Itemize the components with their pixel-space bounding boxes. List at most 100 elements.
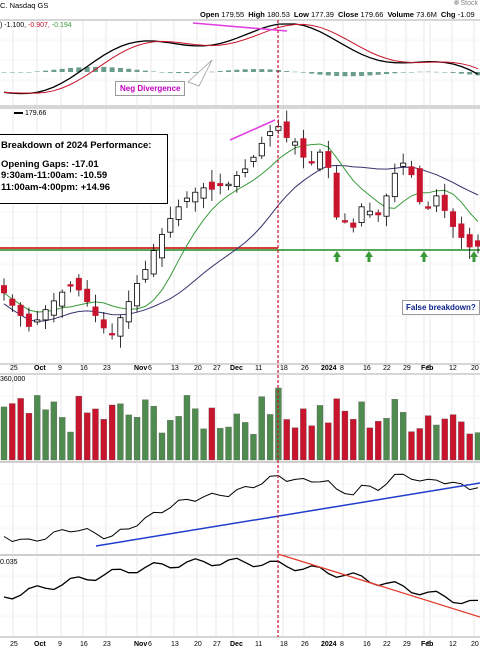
x-tick-label: 6 xyxy=(148,365,152,372)
x-tick-label: 20 xyxy=(194,365,202,372)
histogram-bar xyxy=(226,70,232,72)
ohlc-item: Low 177.39 xyxy=(293,10,334,19)
candle-body xyxy=(0,285,7,294)
volume-bar xyxy=(375,421,382,461)
volume-bar xyxy=(183,395,191,461)
logo-dot-icon xyxy=(454,0,460,5)
histogram-bar xyxy=(359,72,365,76)
volume-value-label: 360,000 xyxy=(0,376,26,383)
pmo-value-label: 0.035 xyxy=(0,559,18,566)
candle-body xyxy=(50,300,57,316)
volume-bar xyxy=(250,433,257,461)
support-arrows xyxy=(333,251,478,262)
histogram-bar xyxy=(267,69,273,72)
candle-body xyxy=(416,168,423,203)
histogram-bar xyxy=(18,72,24,73)
candle-body xyxy=(9,298,16,306)
volume-bar xyxy=(350,419,357,461)
volume-bar xyxy=(25,413,33,461)
ohlc-item: Close 179.66 xyxy=(337,10,384,19)
x-tick-label: 5 xyxy=(427,365,431,372)
x-tick-label: 27 xyxy=(213,365,221,372)
x-tick-label: 13 xyxy=(171,365,179,372)
horizontal-gridlines xyxy=(0,39,480,617)
histogram-bar xyxy=(342,72,348,77)
volume-bar xyxy=(225,426,232,461)
x-tick-label: Oct xyxy=(34,365,46,372)
histogram-bar xyxy=(34,71,40,72)
volume-bar xyxy=(466,433,473,461)
x-tick-label: 23 xyxy=(103,641,111,648)
legend-swatch xyxy=(14,112,23,114)
candle-body xyxy=(433,195,440,207)
candle-body xyxy=(150,250,157,275)
x-tick-label: 13 xyxy=(171,641,179,648)
x-tick-label: 16 xyxy=(363,365,371,372)
price-candles xyxy=(0,110,480,348)
x-tick-label: Oct xyxy=(34,641,46,648)
histogram-bar xyxy=(458,72,464,74)
candle-body xyxy=(17,304,24,316)
volume-bar xyxy=(325,422,332,461)
indicator-trendline xyxy=(95,482,480,547)
summary-title: Breakdown of 2024 Performance: xyxy=(1,140,152,151)
x-tick-label: 20 xyxy=(194,641,202,648)
histogram-bar xyxy=(408,72,414,73)
histogram-bar xyxy=(68,68,74,72)
volume-bar xyxy=(167,420,174,461)
volume-bar xyxy=(391,399,398,461)
x-tick-label: 22 xyxy=(383,641,391,648)
volume-bar xyxy=(133,417,141,461)
candle-body xyxy=(34,319,41,323)
summary-box: Breakdown of 2024 Performance: Opening G… xyxy=(0,134,168,204)
volume-bar xyxy=(175,416,182,461)
x-tick-label: 16 xyxy=(363,641,371,648)
symbol-label: C. Nasdaq GS xyxy=(0,1,49,10)
candle-body xyxy=(233,175,240,187)
volume-bar xyxy=(408,431,415,461)
histogram-bar xyxy=(392,72,398,74)
histogram-bar xyxy=(117,67,123,72)
candle-body xyxy=(125,301,132,323)
up-arrow-icon xyxy=(365,251,373,262)
candle-body xyxy=(109,333,116,336)
candle-body xyxy=(192,191,199,203)
volume-bar xyxy=(275,387,282,461)
volume-bar xyxy=(208,407,216,461)
histogram-bar xyxy=(309,72,315,74)
histogram-bar xyxy=(384,72,390,75)
neg-divergence-label: Neg Divergence xyxy=(115,81,186,96)
panel-frames xyxy=(0,19,480,638)
volume-bar xyxy=(366,427,374,461)
x-tick-label: 26 xyxy=(301,641,309,648)
volume-bar xyxy=(400,412,407,461)
volume-bar xyxy=(449,414,457,461)
candle-body xyxy=(466,234,473,248)
ohlc-item: Open 179.55 xyxy=(200,10,245,19)
macd-signal-line xyxy=(3,23,479,94)
volume-bar xyxy=(34,395,41,461)
pmo-trendline xyxy=(277,553,480,618)
histogram-bar xyxy=(400,72,406,73)
pmo-line xyxy=(3,557,479,605)
volume-bar xyxy=(75,395,82,461)
histogram-bar xyxy=(192,72,198,73)
volume-bar xyxy=(333,398,340,461)
x-tick-label: 16 xyxy=(80,365,88,372)
candle-body xyxy=(300,138,307,158)
x-tick-label: 25 xyxy=(10,365,18,372)
x-tick-label: 16 xyxy=(80,641,88,648)
x-tick-label: 18 xyxy=(280,365,288,372)
candle-body xyxy=(316,151,323,170)
volume-bar xyxy=(67,431,74,461)
histogram-bar xyxy=(176,72,182,74)
volume-bar xyxy=(142,399,149,461)
x-axis-labels-bottom: 25 Oct 9 16 23 Nov 6 13 20 27 Dec 11 18 26 2024 8 16 22 29… xyxy=(10,641,479,648)
volume-bar xyxy=(0,406,8,461)
candle-body xyxy=(100,319,107,329)
candle-body xyxy=(425,206,432,209)
volume-bar xyxy=(424,415,432,461)
volume-bar xyxy=(308,425,315,461)
histogram-bar xyxy=(284,71,290,72)
